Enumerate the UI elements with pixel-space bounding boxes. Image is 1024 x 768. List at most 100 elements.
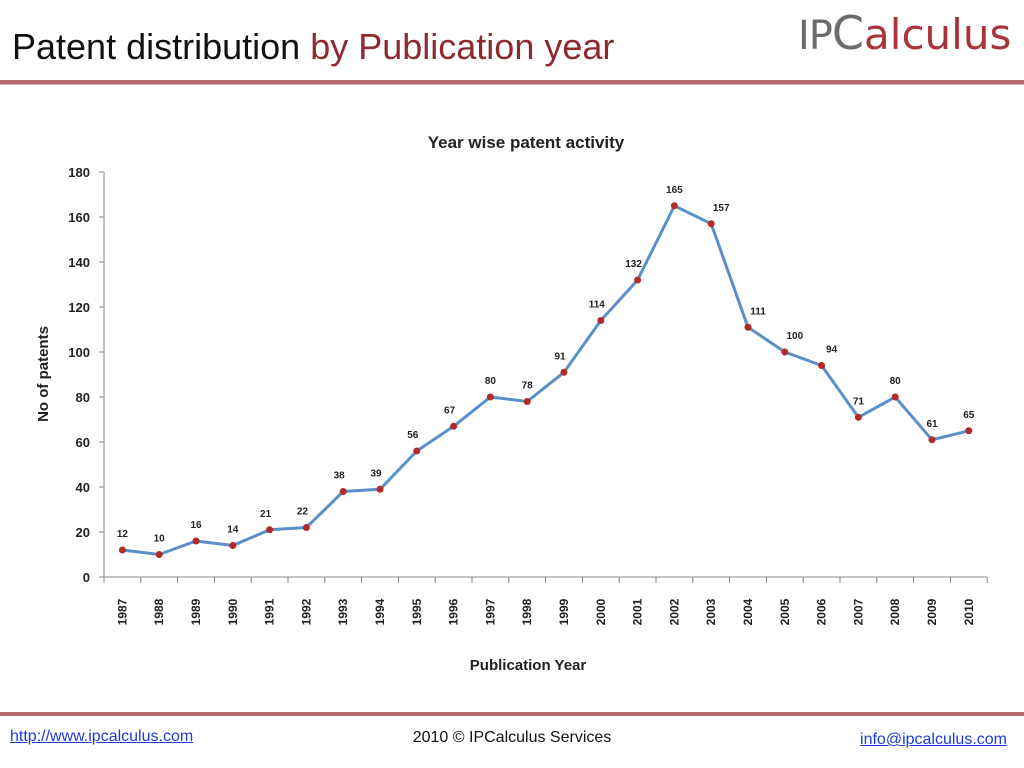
x-tick-label: 2007 bbox=[851, 598, 865, 625]
x-tick-label: 1996 bbox=[447, 598, 461, 625]
x-tick-label: 2004 bbox=[741, 598, 755, 625]
data-label: 132 bbox=[625, 259, 642, 270]
data-point bbox=[302, 524, 310, 531]
data-label: 10 bbox=[154, 534, 166, 545]
y-tick-label: 160 bbox=[68, 210, 90, 225]
y-tick-label: 100 bbox=[68, 345, 90, 360]
data-label: 56 bbox=[407, 430, 419, 441]
data-label: 80 bbox=[890, 376, 902, 387]
data-label: 78 bbox=[522, 381, 534, 392]
data-label: 38 bbox=[334, 471, 346, 482]
y-axis-title: No of patents bbox=[35, 326, 52, 422]
website-link[interactable]: http://www.ipcalculus.com bbox=[10, 728, 194, 745]
data-label: 61 bbox=[926, 419, 938, 430]
x-tick-label: 1989 bbox=[189, 598, 203, 625]
x-tick-label: 1987 bbox=[115, 598, 129, 625]
ipcalculus-logo: IPCalculus bbox=[798, 6, 1011, 72]
footer-divider bbox=[0, 712, 1024, 716]
data-point bbox=[413, 447, 421, 455]
x-tick-label: 1999 bbox=[557, 598, 571, 625]
data-label: 157 bbox=[713, 203, 730, 214]
data-label: 16 bbox=[190, 520, 202, 531]
series-line bbox=[122, 204, 970, 556]
data-label: 67 bbox=[444, 405, 456, 416]
data-label: 14 bbox=[227, 525, 239, 536]
data-point bbox=[486, 393, 494, 401]
data-point bbox=[118, 546, 126, 554]
y-tick-label: 20 bbox=[76, 525, 90, 540]
x-tick-label: 1994 bbox=[373, 598, 387, 625]
slide-title: Patent distribution by Publication year bbox=[12, 26, 614, 68]
x-tick-label: 2009 bbox=[925, 598, 939, 625]
data-label: 100 bbox=[786, 331, 803, 342]
chart-title: Year wise patent activity bbox=[428, 133, 625, 152]
data-point bbox=[965, 427, 973, 435]
data-point bbox=[376, 485, 384, 493]
x-tick-label: 2010 bbox=[962, 598, 976, 625]
data-point bbox=[155, 551, 163, 558]
data-label: 39 bbox=[370, 468, 382, 479]
x-tick-label: 2003 bbox=[704, 598, 718, 625]
data-label: 12 bbox=[117, 529, 129, 540]
data-point bbox=[192, 537, 200, 545]
data-point bbox=[707, 220, 715, 228]
data-point bbox=[634, 276, 642, 284]
data-point bbox=[781, 348, 789, 356]
y-tick-label: 0 bbox=[83, 570, 90, 585]
x-tick-label: 1992 bbox=[299, 598, 313, 625]
data-point bbox=[744, 323, 752, 331]
data-label: 80 bbox=[485, 376, 497, 387]
x-tick-label: 2005 bbox=[778, 598, 792, 625]
data-point bbox=[891, 393, 899, 401]
data-label: 165 bbox=[666, 185, 683, 196]
x-tick-label: 1991 bbox=[263, 598, 277, 625]
data-point bbox=[339, 488, 347, 495]
data-label: 94 bbox=[826, 345, 838, 356]
x-tick-label: 1997 bbox=[483, 598, 497, 625]
x-tick-label: 2006 bbox=[815, 598, 829, 625]
data-label: 114 bbox=[589, 300, 606, 311]
x-tick-label: 2001 bbox=[631, 598, 645, 625]
data-label: 21 bbox=[260, 509, 272, 520]
x-tick-label: 1990 bbox=[226, 598, 240, 625]
data-point bbox=[560, 368, 568, 376]
logo-ip: IP bbox=[798, 13, 833, 59]
x-tick-label: 1995 bbox=[410, 598, 424, 625]
patent-line-chart: Year wise patent activity 0 20 40 60 80 100 120… bbox=[35, 133, 988, 674]
x-tick-label: 2002 bbox=[667, 598, 681, 625]
logo-rest: alculus bbox=[864, 10, 1012, 59]
header-divider-thin bbox=[0, 84, 1024, 85]
x-axis-title: Publication Year bbox=[470, 657, 587, 674]
data-point bbox=[523, 398, 531, 405]
slide-title-accent: by Publication year bbox=[310, 26, 615, 67]
x-tick-label: 1993 bbox=[336, 598, 350, 625]
y-tick-label: 180 bbox=[68, 165, 90, 180]
copyright-text: 2010 © IPCalculus Services bbox=[412, 729, 612, 746]
slide-title-main: Patent distribution bbox=[12, 26, 301, 67]
data-label: 91 bbox=[554, 351, 566, 362]
email-link[interactable]: info@ipcalculus.com bbox=[860, 731, 1007, 748]
x-tick-label: 2008 bbox=[888, 598, 902, 625]
data-label: 111 bbox=[750, 306, 766, 317]
data-label: 65 bbox=[963, 410, 975, 421]
y-tick-label: 140 bbox=[68, 255, 90, 270]
x-tick-label: 2000 bbox=[594, 598, 608, 625]
chart-container: Year wise patent activity 0 20 40 60 80 100 120… bbox=[0, 100, 1024, 690]
y-tick-label: 120 bbox=[68, 300, 90, 315]
y-tick-label: 40 bbox=[76, 480, 90, 495]
data-label: 22 bbox=[297, 507, 309, 518]
data-point bbox=[928, 436, 936, 444]
logo-c: C bbox=[831, 6, 865, 60]
x-tick-label: 1988 bbox=[152, 598, 166, 625]
header-divider bbox=[0, 80, 1024, 84]
data-point bbox=[854, 413, 862, 421]
data-point bbox=[597, 317, 605, 324]
x-tick-label: 1998 bbox=[520, 598, 534, 625]
data-label: 71 bbox=[853, 396, 865, 407]
data-point bbox=[818, 362, 826, 369]
data-point bbox=[229, 542, 237, 549]
data-point bbox=[266, 526, 274, 534]
data-point bbox=[670, 202, 678, 210]
y-tick-label: 60 bbox=[76, 435, 90, 450]
data-point bbox=[450, 422, 458, 430]
